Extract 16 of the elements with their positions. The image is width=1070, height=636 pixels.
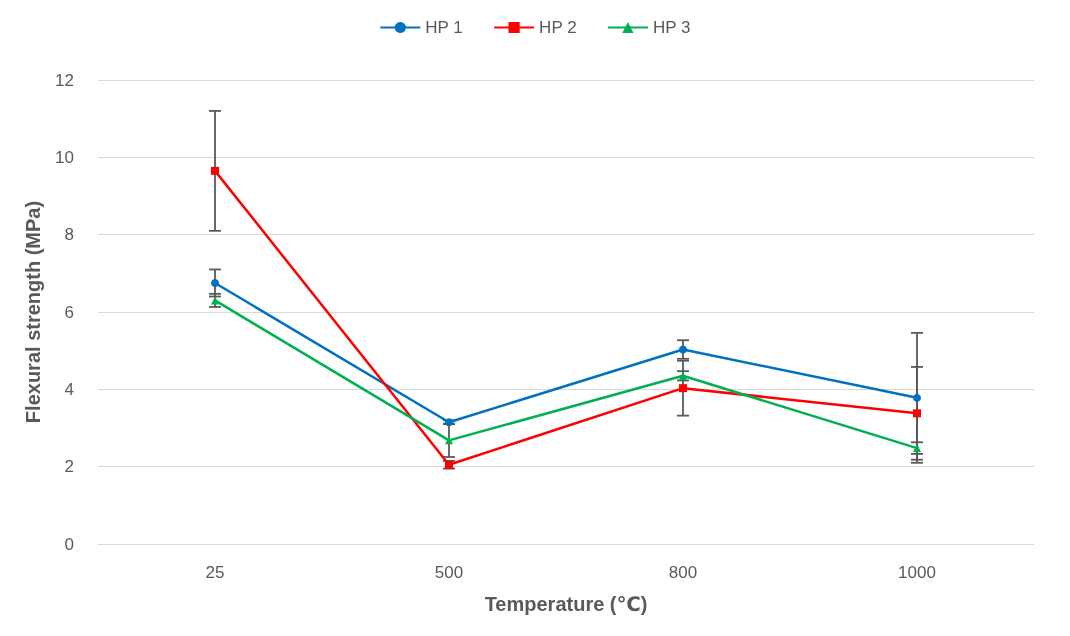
y-tick-label: 0 (64, 534, 74, 554)
legend-label: HP 1 (425, 18, 463, 37)
x-tick-label: 25 (205, 563, 225, 582)
y-tick-label: 6 (64, 302, 74, 322)
y-tick-label: 12 (55, 70, 74, 90)
y-tick-label: 10 (55, 147, 74, 167)
y-tick-label: 8 (64, 225, 74, 245)
y-tick-label: 2 (64, 457, 74, 477)
legend-label: HP 2 (539, 18, 577, 37)
legend-label: HP 3 (652, 18, 691, 37)
y-axis-title: Flexural strength (MPa) (22, 200, 44, 424)
x-axis-title: Temperature (℃) (484, 593, 648, 615)
y-tick-label: 4 (64, 379, 74, 399)
x-tick-label: 500 (434, 563, 464, 582)
x-tick-label: 800 (668, 563, 698, 582)
x-tick-label: 1000 (898, 563, 936, 582)
